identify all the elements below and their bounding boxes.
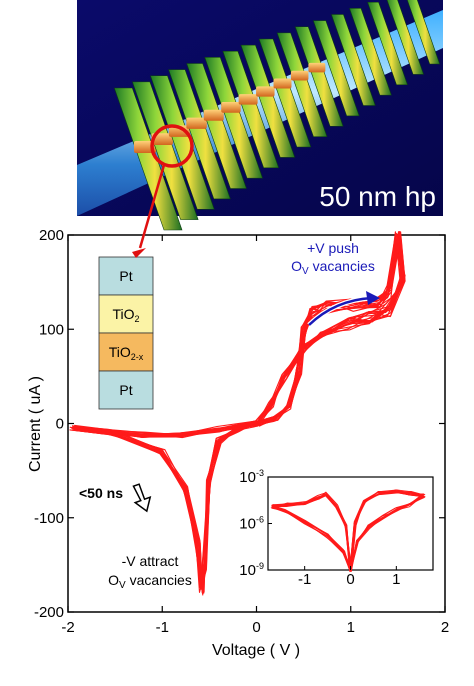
inset-y-tick-exp: -6 [256, 515, 264, 525]
attract-line1: -V attract [122, 553, 179, 569]
pulse-annotation: <50 ns [79, 483, 152, 513]
top-electrode-wire [276, 32, 328, 137]
inset-x-tick-label: -1 [298, 571, 311, 588]
top-electrode-wire [222, 50, 280, 169]
junction-pad [238, 94, 258, 105]
junction-pad [221, 101, 241, 113]
top-electrode-wire [294, 26, 344, 127]
top-electrode-wire [204, 57, 263, 179]
push-o: O [291, 258, 302, 274]
push-annotation: +V push OV vacancies [291, 240, 380, 327]
inset-y-tick-exp: -3 [256, 468, 264, 478]
inset-ticks [268, 476, 397, 571]
pulse-arrow-icon [132, 483, 152, 513]
push-line1: +V push [307, 240, 359, 256]
stack-layer-label: TiO2-x [109, 344, 144, 362]
inset-cycle-line [271, 490, 425, 572]
afm-micrograph: 50 nm hp [77, 0, 443, 231]
push-vacancies: vacancies [309, 258, 375, 274]
junction-pad [186, 117, 207, 129]
x-tick-label: -1 [156, 619, 169, 636]
junction-pad [308, 62, 326, 73]
inset-tick-labels: -1 0 110-310-610-9 [239, 468, 400, 588]
x-tick-label: 0 [252, 619, 260, 636]
x-axis-label: Voltage ( V ) [212, 642, 300, 659]
top-electrode-wire [258, 38, 312, 148]
y-axis-label: Current ( uA ) [27, 376, 44, 472]
inset-curves [270, 489, 426, 573]
callout-line [138, 164, 166, 249]
top-electrode-wire [168, 69, 231, 200]
stack-layer-label: TiO2 [112, 306, 139, 324]
inset-y-tick-label: 10-3 [239, 468, 264, 486]
inset-x-tick-label: 0 [346, 571, 354, 588]
junction-pad [168, 125, 190, 137]
inset-y-tick-label: 10-9 [239, 561, 264, 579]
stack-layer-main: TiO [112, 306, 134, 322]
top-electrode-wire [186, 63, 247, 189]
stack-layer-sub: 2-x [131, 352, 144, 362]
iv-cycle-line [69, 231, 405, 588]
y-tick-label: -200 [34, 604, 64, 621]
top-electrode-wire [349, 8, 392, 96]
inset-y-tick-base: 10 [239, 562, 256, 579]
callout-arrowhead [132, 248, 146, 258]
x-tick-label: 1 [347, 619, 355, 636]
stack-layer-sub: 2 [135, 314, 140, 324]
y-tick-label: -100 [34, 510, 64, 527]
y-tick-label: 100 [39, 321, 64, 338]
junction-pad [203, 109, 224, 121]
inset-y-tick-base: 10 [239, 469, 256, 486]
top-electrode-wire [240, 44, 296, 158]
top-electrode-wire [312, 20, 360, 117]
stack-layer [98, 294, 154, 334]
stack-layer [98, 256, 154, 296]
attract-vacancies: vacancies [126, 572, 192, 588]
stack-layer [98, 370, 154, 410]
callout-circle [150, 124, 194, 168]
top-electrode-wire [131, 81, 199, 220]
stack-layer-main: Pt [119, 382, 132, 398]
junction-pad [151, 133, 173, 145]
iv-cycle-line [72, 236, 405, 590]
stack-layer-label: Pt [119, 382, 132, 398]
stack-layer [98, 332, 154, 372]
push-arrow [308, 296, 373, 326]
axis-ticks [67, 234, 446, 613]
y-tick-label: 0 [56, 416, 64, 433]
attract-annotation: -V attract OV vacancies [108, 553, 192, 591]
top-electrode-wire [367, 1, 408, 86]
push-line2: OV vacancies [291, 258, 375, 277]
top-electrode-wire [113, 87, 183, 231]
stack-layer-label: Pt [119, 268, 132, 284]
attract-v-sub: V [119, 580, 126, 591]
inset-x-tick-label: 1 [392, 571, 400, 588]
inset-y-tick-label: 10-6 [239, 515, 264, 533]
push-arrowhead [366, 291, 380, 305]
top-electrode-wire [386, 0, 425, 75]
x-tick-label: 2 [441, 619, 449, 636]
x-tick-label: -2 [61, 619, 74, 636]
attract-line2: OV vacancies [108, 572, 192, 591]
scale-label: 50 nm hp [319, 181, 436, 212]
attract-o: O [108, 572, 119, 588]
inset-log-plot: -1 0 110-310-610-9 [239, 468, 434, 588]
top-electrode-wire [406, 0, 441, 65]
callout-arrow [132, 124, 194, 258]
stack-layer-main: TiO [109, 344, 131, 360]
junction-pad [273, 78, 292, 89]
junction-pad [256, 86, 275, 97]
push-v-sub: V [302, 266, 309, 277]
junction-pad [290, 70, 309, 81]
top-electrode-wire [331, 14, 376, 106]
stack-layer-main: Pt [119, 268, 132, 284]
y-tick-label: 200 [39, 227, 64, 244]
inset-y-tick-exp: -9 [256, 561, 264, 571]
inset-y-tick-base: 10 [239, 516, 256, 533]
pulse-label: <50 ns [79, 485, 123, 501]
